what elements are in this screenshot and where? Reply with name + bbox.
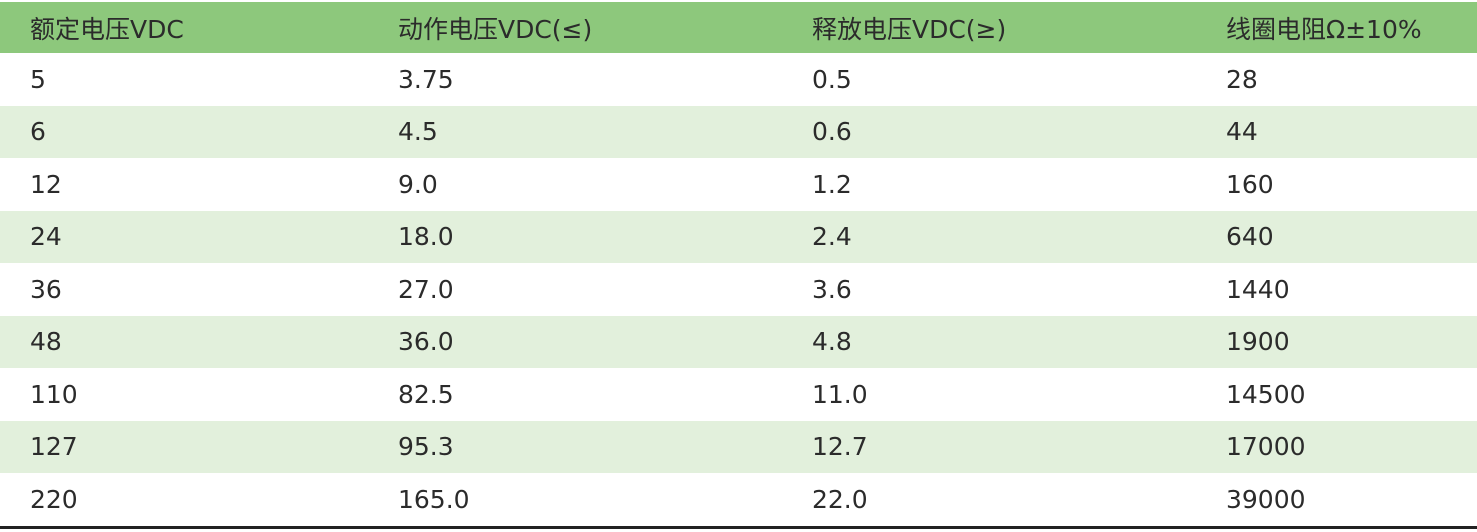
table-cell: 3.6: [812, 274, 852, 304]
table-cell: 36: [30, 274, 62, 304]
table-cell: 44: [1226, 117, 1258, 147]
table-row: 12 9.0 1.2 160: [0, 158, 1477, 211]
table-cell: 36.0: [398, 327, 454, 357]
table-cell: 0.6: [812, 117, 852, 147]
table-cell: 127: [30, 432, 78, 462]
table-cell: 110: [30, 379, 78, 409]
table-row: 36 27.0 3.6 1440: [0, 263, 1477, 316]
table-cell: 95.3: [398, 432, 454, 462]
table-row: 220 165.0 22.0 39000: [0, 473, 1477, 526]
table-cell: 18.0: [398, 222, 454, 252]
table-row: 110 82.5 11.0 14500: [0, 368, 1477, 421]
table-cell: 24: [30, 222, 62, 252]
header-cell: 额定电压VDC: [30, 14, 184, 44]
table-cell: 14500: [1226, 379, 1306, 409]
table-cell: 220: [30, 484, 78, 514]
table-cell: 2.4: [812, 222, 852, 252]
table-cell: 6: [30, 117, 46, 147]
table-row: 127 95.3 12.7 17000: [0, 420, 1477, 473]
table-cell: 0.5: [812, 64, 852, 94]
table-cell: 640: [1226, 222, 1274, 252]
table-cell: 82.5: [398, 379, 454, 409]
table-row: 48 36.0 4.8 1900: [0, 315, 1477, 368]
table-row: 5 3.75 0.5 28: [0, 53, 1477, 106]
table-cell: 39000: [1226, 484, 1306, 514]
header-cell: 释放电压VDC(≥): [812, 14, 1007, 44]
table-cell: 4.5: [398, 117, 438, 147]
table-cell: 1440: [1226, 274, 1290, 304]
table-cell: 1.2: [812, 169, 852, 199]
table-cell: 165.0: [398, 484, 470, 514]
table-cell: 3.75: [398, 64, 454, 94]
table-cell: 12: [30, 169, 62, 199]
header-cell: 线圈电阻Ω±10%: [1226, 14, 1422, 44]
table-cell: 48: [30, 327, 62, 357]
table-cell: 22.0: [812, 484, 868, 514]
table-cell: 4.8: [812, 327, 852, 357]
table-cell: 160: [1226, 169, 1274, 199]
table-cell: 17000: [1226, 432, 1306, 462]
table-row: 24 18.0 2.4 640: [0, 210, 1477, 263]
header-cell: 动作电压VDC(≤): [398, 14, 593, 44]
table-cell: 27.0: [398, 274, 454, 304]
table-cell: 12.7: [812, 432, 868, 462]
table-cell: 5: [30, 64, 46, 94]
table-cell: 28: [1226, 64, 1258, 94]
table-row: 6 4.5 0.6 44: [0, 105, 1477, 158]
table-cell: 9.0: [398, 169, 438, 199]
table-cell: 11.0: [812, 379, 868, 409]
header-row: 额定电压VDC 动作电压VDC(≤) 释放电压VDC(≥) 线圈电阻Ω±10%: [0, 2, 1477, 53]
table-cell: 1900: [1226, 327, 1290, 357]
